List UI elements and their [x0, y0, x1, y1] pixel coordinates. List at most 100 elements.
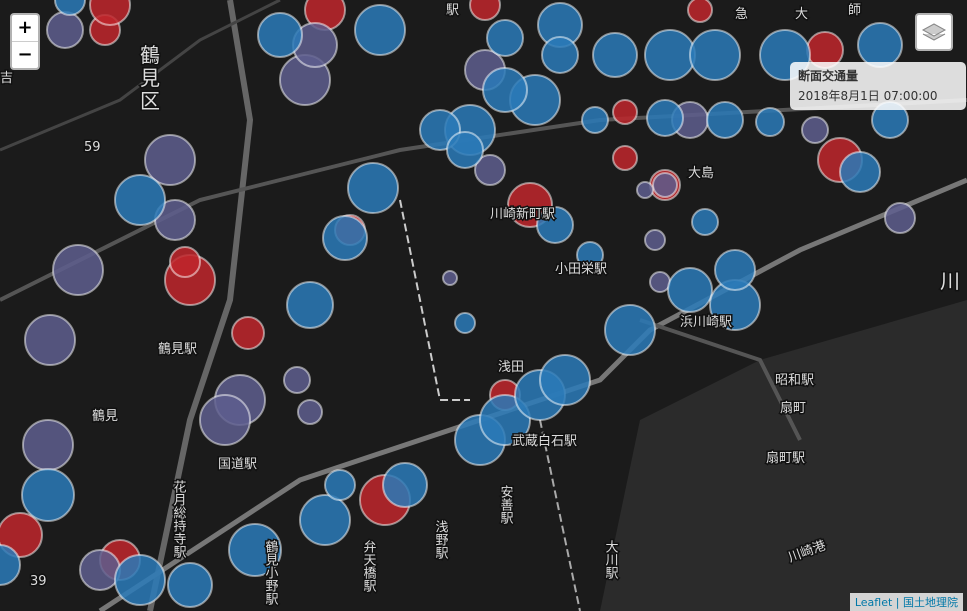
map-label: 鶴 [140, 43, 160, 67]
map-label: 吉 [0, 71, 13, 86]
traffic-marker[interactable] [649, 271, 671, 293]
road [0, 0, 281, 152]
map-label: 急 [735, 7, 748, 22]
route [539, 419, 581, 611]
traffic-marker[interactable] [646, 99, 684, 137]
traffic-marker[interactable] [687, 0, 713, 23]
map-label: 駅 [446, 3, 459, 18]
map-label: 区 [140, 89, 160, 113]
traffic-marker[interactable] [644, 29, 696, 81]
traffic-marker[interactable] [442, 270, 458, 286]
map-label: 浜川崎駅 [680, 315, 732, 330]
traffic-marker[interactable] [581, 106, 609, 134]
traffic-marker[interactable] [539, 354, 591, 406]
zoom-in[interactable]: + [12, 15, 38, 42]
traffic-marker[interactable] [469, 0, 501, 21]
road [639, 318, 802, 441]
map-label: 小田栄駅 [555, 262, 607, 277]
map-label: 扇町駅 [766, 450, 805, 466]
map-label: 大川駅 [603, 540, 619, 580]
traffic-marker[interactable] [755, 107, 785, 137]
traffic-marker[interactable] [21, 468, 75, 522]
traffic-marker[interactable] [612, 145, 638, 171]
traffic-marker[interactable] [592, 32, 638, 78]
traffic-marker[interactable] [576, 241, 604, 269]
traffic-marker[interactable] [89, 0, 131, 26]
traffic-marker[interactable] [286, 281, 334, 329]
traffic-marker[interactable] [644, 229, 666, 251]
map-label: 国道駅 [218, 457, 257, 472]
map-label: 59 [84, 140, 101, 155]
traffic-marker[interactable] [299, 494, 351, 546]
traffic-marker[interactable] [482, 67, 528, 113]
traffic-marker[interactable] [52, 244, 104, 296]
map-label: 鶴見駅 [158, 341, 197, 357]
map-label: 花月総持寺駅 [171, 479, 187, 559]
map-label: 大島 [688, 166, 714, 181]
info-title: 断面交通量 [798, 69, 859, 83]
map-label: 大 [795, 7, 808, 22]
traffic-marker[interactable] [541, 36, 579, 74]
attribution-link[interactable]: Leaflet [854, 596, 893, 609]
layers-control[interactable] [915, 13, 953, 51]
traffic-marker[interactable] [283, 366, 311, 394]
traffic-marker[interactable] [167, 562, 213, 608]
traffic-marker[interactable] [446, 131, 484, 169]
traffic-marker[interactable] [714, 249, 756, 291]
traffic-marker[interactable] [22, 419, 74, 471]
traffic-marker[interactable] [257, 12, 303, 58]
traffic-marker[interactable] [612, 99, 638, 125]
traffic-marker[interactable] [839, 151, 881, 193]
traffic-marker[interactable] [231, 316, 265, 350]
attribution-link[interactable]: 国土地理院 [903, 596, 958, 609]
traffic-marker[interactable] [144, 134, 196, 186]
map-label: 39 [30, 574, 47, 589]
traffic-marker[interactable] [706, 101, 744, 139]
traffic-marker[interactable] [169, 246, 201, 278]
traffic-marker[interactable] [354, 4, 406, 56]
water [600, 300, 967, 611]
traffic-marker[interactable] [884, 202, 916, 234]
traffic-marker[interactable] [857, 22, 903, 68]
map-label: 弁天橋駅 [361, 540, 377, 593]
traffic-marker[interactable] [801, 116, 829, 144]
traffic-marker[interactable] [652, 172, 678, 198]
map-label: 浅田 [498, 360, 524, 375]
traffic-marker[interactable] [228, 523, 282, 577]
traffic-marker[interactable] [454, 312, 476, 334]
traffic-marker[interactable] [199, 394, 251, 446]
map-label: 昭和駅 [775, 373, 814, 388]
map-label: 武蔵白石駅 [512, 433, 577, 449]
traffic-marker[interactable] [689, 29, 741, 81]
traffic-marker[interactable] [324, 469, 356, 501]
traffic-marker[interactable] [0, 544, 21, 586]
zoom-control: + − [10, 13, 40, 70]
traffic-marker[interactable] [54, 0, 86, 16]
map-label: 見 [140, 66, 160, 90]
info-datetime: 2018年8月1日 07:00:00 [798, 89, 938, 103]
traffic-marker[interactable] [322, 215, 368, 261]
traffic-marker[interactable] [667, 267, 713, 313]
traffic-marker[interactable] [79, 549, 121, 591]
traffic-marker[interactable] [46, 11, 84, 49]
traffic-marker[interactable] [382, 462, 428, 508]
traffic-marker[interactable] [604, 304, 656, 356]
zoom-out[interactable]: − [17, 44, 33, 65]
traffic-marker[interactable] [636, 181, 654, 199]
traffic-marker[interactable] [0, 512, 43, 558]
attribution: Leaflet | 国土地理院 [849, 593, 963, 611]
traffic-marker[interactable] [24, 314, 76, 366]
markers [0, 0, 916, 608]
traffic-marker[interactable] [691, 208, 719, 236]
traffic-marker[interactable] [474, 154, 506, 186]
railway [98, 177, 967, 611]
traffic-marker[interactable] [114, 174, 166, 226]
traffic-marker[interactable] [114, 554, 166, 606]
traffic-marker[interactable] [347, 162, 399, 214]
traffic-marker[interactable] [486, 19, 524, 57]
traffic-marker[interactable] [297, 399, 323, 425]
map-label: 鶴見 [92, 408, 118, 424]
traffic-marker[interactable] [536, 206, 574, 244]
